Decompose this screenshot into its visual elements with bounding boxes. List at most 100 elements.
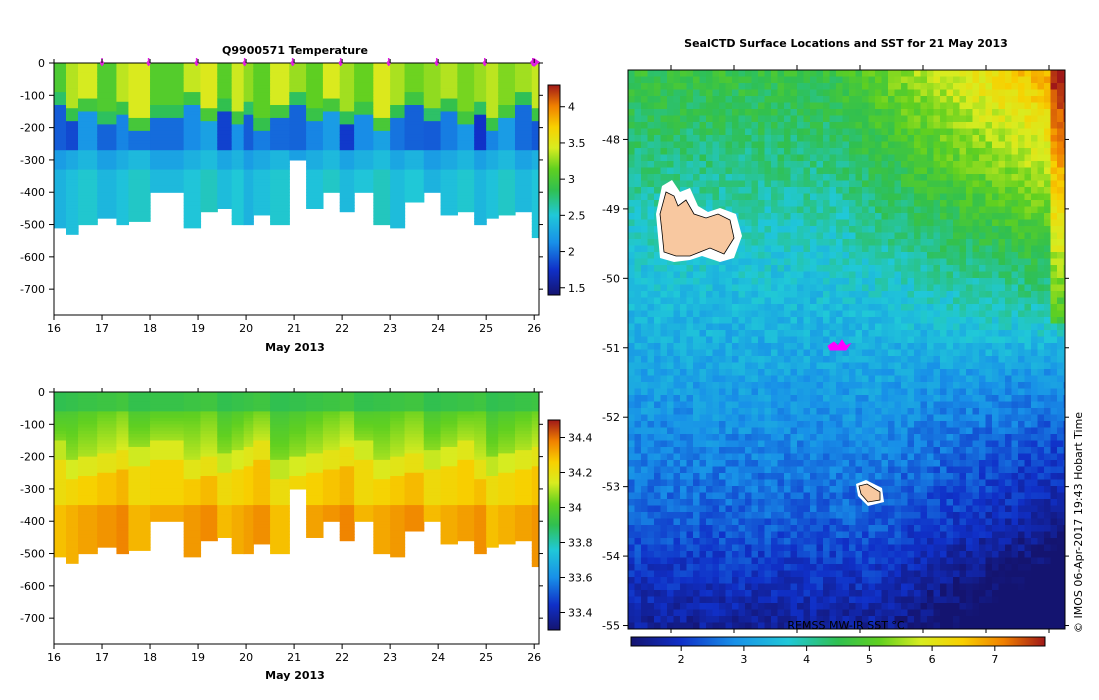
section-cell [243,540,254,545]
section-cell [440,182,458,187]
section-cell [253,82,271,87]
section-cell [306,105,324,109]
section-cell [54,201,67,206]
sst-cell [836,232,843,240]
sst-cell [771,245,778,253]
section-cell [354,401,374,406]
sst-cell [771,187,778,194]
section-cell [486,514,499,519]
sst-cell [803,115,811,123]
section-cell [243,482,254,487]
section-cell [183,543,202,548]
section-cell [231,156,245,161]
sst-cell [647,154,655,162]
section-cell [474,408,487,412]
section-cell [404,176,425,180]
section-cell [474,411,487,416]
section-cell [498,534,516,538]
section-cell [390,137,406,142]
section-cell [474,463,487,467]
sst-cell [647,109,655,116]
section-cell [440,514,458,519]
sst-cell [797,167,804,175]
sst-cell [777,174,785,181]
section-cell [514,488,533,493]
section-cell [253,401,271,406]
section-cell [183,169,202,174]
sst-cell [725,102,733,110]
section-cell [183,446,202,451]
section-cell [514,143,533,148]
sst-cell [758,167,765,175]
sst-cell [660,83,668,90]
section-cell [404,108,425,113]
section-cell [231,518,245,522]
section-cell [322,69,341,74]
section-cell [243,205,254,209]
sst-cell [686,102,694,110]
section-cell [289,134,307,138]
section-cell [66,479,79,484]
section-cell [231,101,245,106]
section-cell [306,488,324,493]
section-cell [183,540,202,545]
x-tick-label: 21 [287,322,301,335]
section-cell [253,153,271,158]
section-cell [270,156,290,161]
section-cell [200,176,218,180]
section-cell [306,450,324,454]
sst-cell [647,102,655,110]
sst-cell [849,154,856,162]
section-cell [54,408,67,412]
section-cell [457,398,475,403]
sst-cell [660,135,668,142]
section-cell [531,124,539,129]
section-cell [116,72,130,77]
sst-cell [1031,135,1038,142]
section-cell [253,169,271,174]
section-cell [390,121,406,125]
sst-cell [719,102,726,110]
sst-cell [706,89,713,97]
sst-cell [784,219,791,227]
section-cell [200,108,218,113]
section-cell [289,105,307,109]
sst-cell [1057,115,1064,123]
sst-cell [784,187,791,194]
sst-cell [797,154,804,162]
section-cell [78,201,98,206]
sst-cell [628,232,635,240]
sst-cell [797,213,804,220]
section-cell [390,443,406,448]
sst-cell [719,89,726,97]
section-cell [54,514,67,519]
section-cell [183,101,202,106]
section-cell [243,443,254,448]
section-cell [354,411,374,416]
sst-cell [998,102,1006,110]
section-cell [97,466,118,471]
section-cell [390,485,406,490]
sst-cell [881,83,889,90]
sst-cell [849,193,856,201]
section-cell [231,476,245,480]
salinity-y-axis: 0-100-200-300-400-500-600-700 [20,386,543,625]
section-cell [498,88,516,93]
sst-cell [738,206,746,214]
section-cell [322,443,341,448]
section-cell [354,156,374,161]
profile-column [486,392,499,548]
sst-cell [979,219,986,227]
section-cell [457,417,475,422]
section-cell [66,401,79,406]
section-cell [373,408,391,412]
section-cell [243,530,254,535]
sst-cell [966,206,973,214]
sst-cell [699,167,707,175]
sst-cell [979,96,986,103]
section-cell [183,404,202,409]
section-cell [270,179,290,184]
section-cell [270,437,290,442]
section-cell [270,472,290,477]
section-cell [390,434,406,438]
